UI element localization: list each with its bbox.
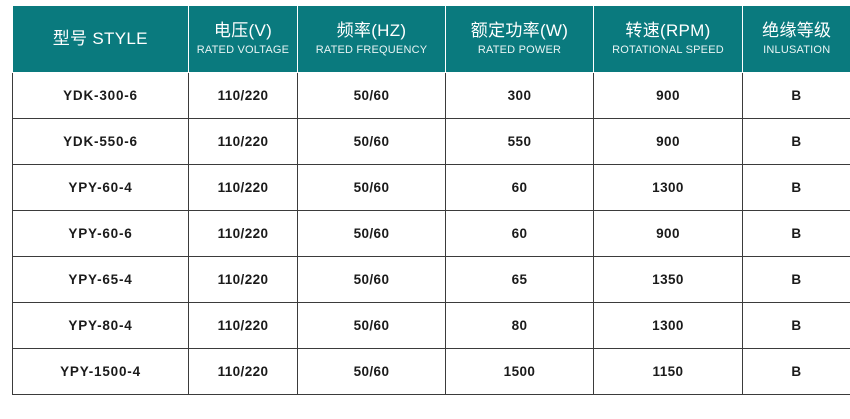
cell-style: YPY-60-6 [13, 211, 189, 257]
cell-speed: 1150 [594, 349, 743, 395]
cell-voltage: 110/220 [189, 349, 298, 395]
cell-voltage: 110/220 [189, 119, 298, 165]
cell-frequency: 50/60 [298, 73, 446, 119]
cell-voltage: 110/220 [189, 211, 298, 257]
cell-speed: 1300 [594, 165, 743, 211]
cell-power: 60 [446, 211, 594, 257]
cell-style: YPY-1500-4 [13, 349, 189, 395]
cell-insulation: B [743, 303, 850, 349]
cell-frequency: 50/60 [298, 349, 446, 395]
column-header-subtitle-insulation: INLUSATION [745, 43, 849, 58]
column-header-speed: 转速(RPM)ROTATIONAL SPEED [594, 6, 743, 73]
cell-style: YPY-60-4 [13, 165, 189, 211]
column-header-style: 型号 STYLE [13, 6, 189, 73]
column-header-title-voltage: 电压(V) [191, 20, 295, 42]
cell-voltage: 110/220 [189, 165, 298, 211]
cell-style: YDK-300-6 [13, 73, 189, 119]
cell-power: 1500 [446, 349, 594, 395]
cell-voltage: 110/220 [189, 257, 298, 303]
column-header-subtitle-speed: ROTATIONAL SPEED [596, 43, 740, 58]
cell-frequency: 50/60 [298, 257, 446, 303]
cell-frequency: 50/60 [298, 165, 446, 211]
cell-speed: 1300 [594, 303, 743, 349]
cell-insulation: B [743, 165, 850, 211]
cell-insulation: B [743, 119, 850, 165]
cell-frequency: 50/60 [298, 303, 446, 349]
cell-power: 550 [446, 119, 594, 165]
column-header-voltage: 电压(V)RATED VOLTAGE [189, 6, 298, 73]
cell-insulation: B [743, 257, 850, 303]
cell-speed: 900 [594, 73, 743, 119]
cell-frequency: 50/60 [298, 119, 446, 165]
cell-frequency: 50/60 [298, 211, 446, 257]
cell-voltage: 110/220 [189, 73, 298, 119]
column-header-title-insulation: 绝缘等级 [745, 20, 849, 42]
column-header-title-power: 额定功率(W) [448, 20, 591, 42]
column-header-title-style: 型号 STYLE [15, 27, 187, 51]
cell-insulation: B [743, 349, 850, 395]
column-header-subtitle-power: RATED POWER [448, 43, 591, 58]
cell-speed: 1350 [594, 257, 743, 303]
column-header-frequency: 频率(HZ)RATED FREQUENCY [298, 6, 446, 73]
column-header-subtitle-frequency: RATED FREQUENCY [300, 43, 443, 58]
cell-power: 65 [446, 257, 594, 303]
cell-style: YDK-550-6 [13, 119, 189, 165]
cell-power: 60 [446, 165, 594, 211]
cell-style: YPY-80-4 [13, 303, 189, 349]
column-header-title-speed: 转速(RPM) [596, 20, 740, 42]
cell-insulation: B [743, 73, 850, 119]
cell-style: YPY-65-4 [13, 257, 189, 303]
cell-speed: 900 [594, 211, 743, 257]
cell-speed: 900 [594, 119, 743, 165]
column-header-subtitle-voltage: RATED VOLTAGE [191, 43, 295, 58]
cell-power: 300 [446, 73, 594, 119]
column-header-title-frequency: 频率(HZ) [300, 20, 443, 42]
cell-insulation: B [743, 211, 850, 257]
column-header-power: 额定功率(W)RATED POWER [446, 6, 594, 73]
cell-power: 80 [446, 303, 594, 349]
cell-voltage: 110/220 [189, 303, 298, 349]
